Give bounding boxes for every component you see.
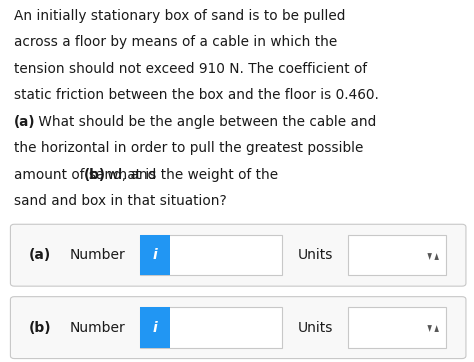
Text: sand and box in that situation?: sand and box in that situation?: [14, 194, 227, 208]
FancyBboxPatch shape: [140, 235, 282, 275]
FancyBboxPatch shape: [10, 224, 466, 286]
Text: ◄
►: ◄ ►: [426, 324, 442, 331]
Text: (a): (a): [29, 248, 51, 262]
Text: (a): (a): [14, 115, 36, 129]
FancyBboxPatch shape: [348, 307, 446, 348]
Text: Units: Units: [298, 248, 333, 262]
Text: i: i: [153, 321, 157, 334]
Text: across a floor by means of a cable in which the: across a floor by means of a cable in wh…: [14, 35, 337, 50]
FancyBboxPatch shape: [140, 235, 170, 275]
Text: i: i: [153, 248, 157, 262]
Text: (b): (b): [29, 321, 52, 334]
Text: Units: Units: [298, 321, 333, 334]
Text: (b): (b): [83, 168, 106, 182]
Text: amount of sand, and: amount of sand, and: [14, 168, 161, 182]
Text: Number: Number: [69, 248, 125, 262]
Text: static friction between the box and the floor is 0.460.: static friction between the box and the …: [14, 88, 379, 102]
FancyBboxPatch shape: [348, 235, 446, 275]
Text: Number: Number: [69, 321, 125, 334]
Text: the horizontal in order to pull the greatest possible: the horizontal in order to pull the grea…: [14, 141, 364, 155]
Text: ◄
►: ◄ ►: [426, 252, 442, 258]
Text: What should be the angle between the cable and: What should be the angle between the cab…: [34, 115, 376, 129]
FancyBboxPatch shape: [10, 297, 466, 358]
Text: An initially stationary box of sand is to be pulled: An initially stationary box of sand is t…: [14, 9, 346, 23]
FancyBboxPatch shape: [140, 307, 170, 348]
Text: what is the weight of the: what is the weight of the: [103, 168, 279, 182]
FancyBboxPatch shape: [140, 307, 282, 348]
Text: tension should not exceed 910 N. The coefficient of: tension should not exceed 910 N. The coe…: [14, 62, 367, 76]
